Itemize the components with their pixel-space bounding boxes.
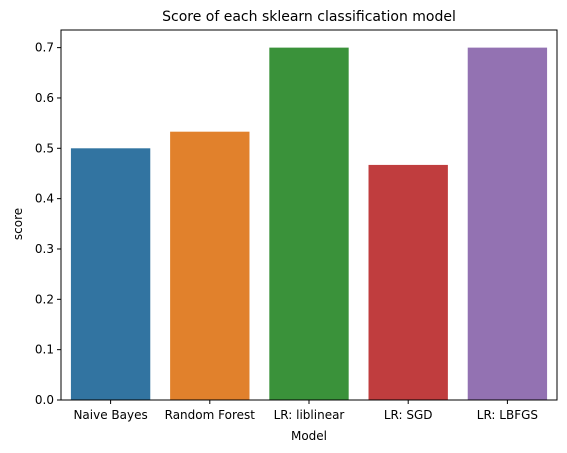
y-tick-label: 0.7 bbox=[35, 41, 54, 55]
bars-group bbox=[70, 47, 548, 400]
chart-title: Score of each sklearn classification mod… bbox=[162, 9, 456, 25]
y-axis-ticks: 0.0 0.1 0.2 0.3 0.4 0.5 0.6 0.7 bbox=[35, 41, 61, 407]
bar-naive-bayes bbox=[70, 148, 151, 400]
x-tick-label: Naive Bayes bbox=[73, 408, 147, 422]
y-tick-label: 0.1 bbox=[35, 343, 54, 357]
bar-random-forest bbox=[170, 131, 250, 400]
x-tick-label: LR: liblinear bbox=[274, 408, 345, 422]
y-tick-label: 0.3 bbox=[35, 242, 54, 256]
plot-frame bbox=[60, 29, 558, 401]
bar-lr-sgd bbox=[368, 164, 448, 400]
bar-lr-liblinear bbox=[269, 47, 349, 400]
x-axis-ticks: Naive Bayes Random Forest LR: liblinear LR:… bbox=[73, 400, 538, 422]
y-tick-label: 0.5 bbox=[35, 141, 54, 155]
x-axis-label: Model bbox=[291, 429, 327, 443]
x-tick-label: Random Forest bbox=[165, 408, 256, 422]
bar-lr-lbfgs bbox=[467, 47, 548, 400]
y-tick-label: 0.2 bbox=[35, 292, 54, 306]
y-tick-label: 0.4 bbox=[35, 192, 54, 206]
y-tick-label: 0.6 bbox=[35, 91, 54, 105]
y-tick-label: 0.0 bbox=[35, 393, 54, 407]
x-tick-label: LR: LBFGS bbox=[477, 408, 538, 422]
x-tick-label: LR: SGD bbox=[384, 408, 433, 422]
y-axis-label: score bbox=[11, 208, 25, 240]
